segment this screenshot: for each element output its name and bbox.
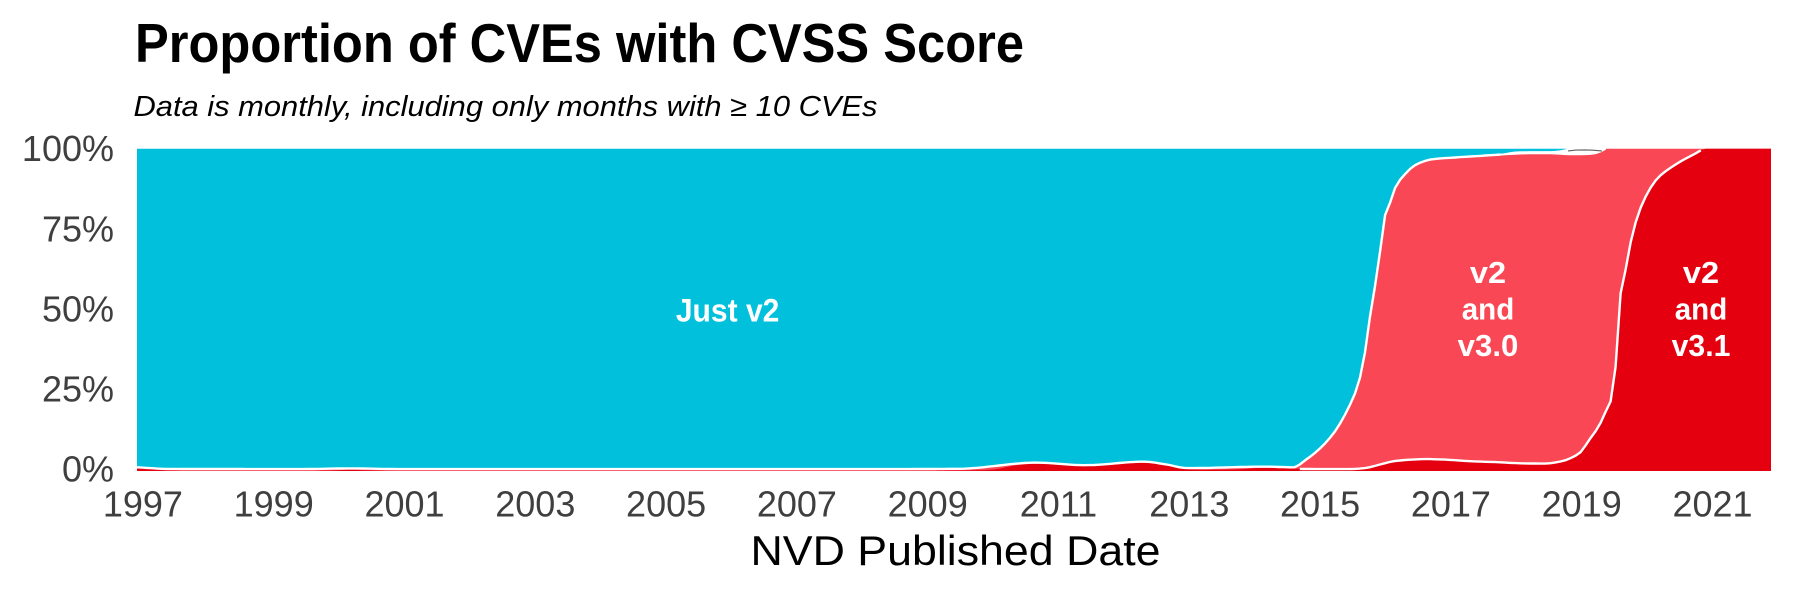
svg-text:and: and (1462, 292, 1515, 327)
svg-text:2013: 2013 (1149, 484, 1229, 525)
svg-text:75%: 75% (42, 208, 114, 249)
svg-text:NVD Published Date: NVD Published Date (751, 527, 1161, 574)
svg-text:2015: 2015 (1280, 484, 1360, 525)
svg-text:2003: 2003 (495, 484, 575, 525)
svg-text:2011: 2011 (1020, 484, 1097, 525)
svg-text:2009: 2009 (888, 484, 968, 525)
svg-text:Proportion of CVEs with CVSS S: Proportion of CVEs with CVSS Score (135, 12, 1024, 74)
svg-text:Just v2: Just v2 (676, 293, 780, 329)
svg-text:50%: 50% (42, 289, 114, 330)
svg-text:2001: 2001 (364, 484, 444, 525)
svg-text:2017: 2017 (1411, 484, 1491, 525)
svg-text:and: and (1675, 292, 1728, 327)
svg-text:2021: 2021 (1672, 484, 1752, 525)
svg-text:25%: 25% (42, 369, 114, 410)
svg-text:100%: 100% (22, 128, 114, 169)
svg-text:v3.0: v3.0 (1458, 328, 1519, 363)
svg-text:Data is monthly, including onl: Data is monthly, including only months w… (134, 91, 878, 123)
svg-text:v3.1: v3.1 (1672, 328, 1731, 363)
svg-text:2007: 2007 (757, 484, 837, 525)
svg-text:2019: 2019 (1542, 484, 1622, 525)
svg-text:1999: 1999 (234, 484, 314, 525)
svg-text:v2: v2 (1470, 255, 1506, 290)
svg-text:2005: 2005 (626, 484, 706, 525)
svg-text:v2: v2 (1683, 255, 1719, 290)
svg-text:0%: 0% (62, 449, 114, 490)
svg-text:1997: 1997 (103, 484, 183, 525)
